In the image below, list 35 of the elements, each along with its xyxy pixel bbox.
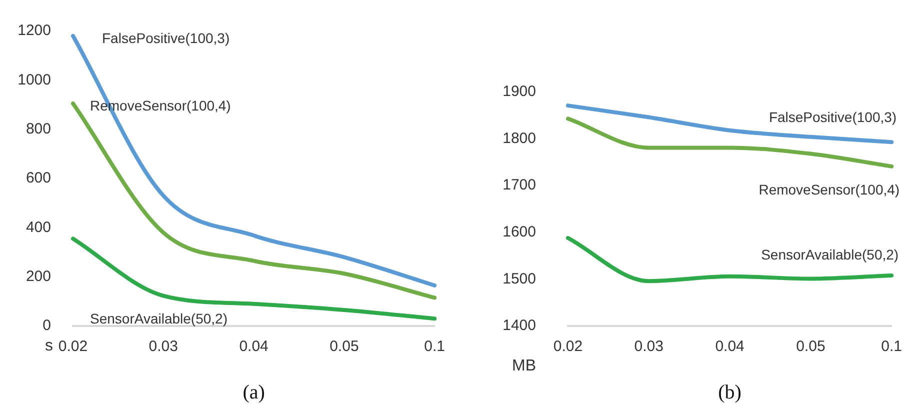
x-tick-label: 0.03 [148,338,178,356]
y-tick-label: 1800 [502,130,536,147]
y-axis-title: MB [512,357,536,374]
y-tick-label: 1000 [18,71,51,88]
x-axis-title: (b) [718,381,742,404]
y-tick-label: 1700 [502,176,536,194]
y-tick-label: 1200 [18,22,51,40]
y-tick-label: 200 [26,268,51,285]
series-label: FalsePositive(100,3) [768,108,897,125]
series-label: SensorAvailable(50,2) [761,246,899,262]
y-tick-label: 400 [26,218,51,236]
x-tick-label: 0.1 [424,338,446,356]
y-tick-label: 1500 [502,270,536,288]
y-tick-label: 1600 [502,224,536,241]
x-tick-label: 0.03 [634,338,664,356]
series-label: RemoveSensor(100,4) [758,181,900,198]
line-series [566,104,894,144]
x-tick-label: 0.02 [58,338,88,356]
y-tick-label: 1900 [502,83,536,100]
series-label: FalsePositive(100,3) [102,30,230,46]
x-tick-label: 0.05 [796,338,826,356]
x-tick-label: 0.05 [330,338,359,356]
y-tick-label: 600 [26,170,51,187]
y-tick-label: 0 [42,317,51,334]
x-tick-label: 0.02 [553,338,583,356]
series-label: SensorAvailable(50,2) [90,310,228,327]
x-tick-label: 0.04 [239,338,268,356]
y-tick-label: 800 [26,120,51,138]
line-series [71,34,437,288]
x-tick-label: 0.04 [715,338,744,356]
line-series [71,102,437,300]
y-tick-label: 1400 [502,317,536,334]
x-tick-label: 0.1 [881,338,902,356]
y-axis-title: s [45,337,53,354]
x-axis-title: (a) [242,381,265,404]
